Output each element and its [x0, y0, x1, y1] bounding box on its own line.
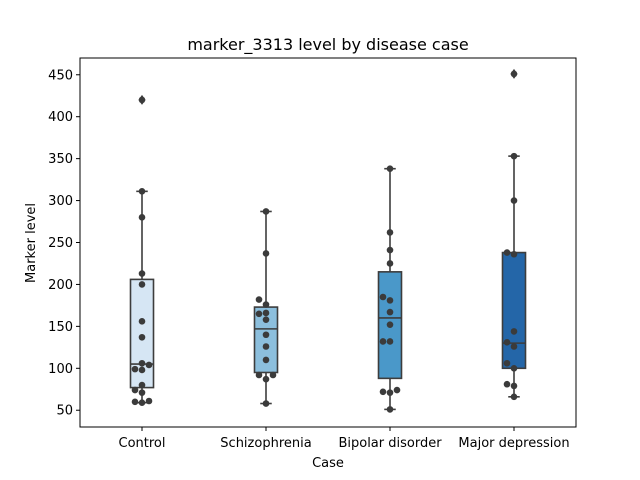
plot-area: 50 100 150 200 250 300 350 400 450 Control Schizop…	[48, 57, 577, 451]
data-point	[503, 380, 511, 388]
x-axis-label: Case	[312, 456, 344, 471]
y-tick-label: 100	[48, 362, 73, 377]
data-point	[386, 165, 394, 172]
x-tick-label: Major depression	[458, 436, 569, 451]
data-point	[138, 188, 146, 195]
data-point	[386, 297, 394, 304]
data-point	[386, 321, 394, 328]
data-point	[386, 246, 394, 254]
data-point	[379, 338, 387, 345]
data-point	[510, 70, 518, 78]
data-point	[510, 328, 518, 335]
data-point	[262, 208, 270, 215]
data-point	[138, 333, 146, 341]
data-point	[393, 386, 401, 394]
data-point	[255, 310, 263, 318]
data-point	[510, 364, 518, 372]
data-point	[262, 250, 270, 257]
y-tick-label: 150	[48, 320, 73, 335]
data-point	[262, 309, 270, 317]
data-point	[145, 397, 153, 405]
data-point	[138, 359, 146, 367]
y-tick-label: 400	[48, 110, 73, 125]
data-point	[262, 356, 270, 364]
data-point	[503, 249, 511, 256]
data-point	[255, 296, 263, 303]
data-point	[138, 399, 146, 406]
data-point	[131, 398, 139, 406]
y-tick-label: 450	[48, 68, 73, 83]
data-point	[262, 375, 270, 383]
x-tick-label: Bipolar disorder	[338, 436, 442, 451]
data-point	[503, 359, 511, 367]
data-point	[510, 382, 518, 390]
data-point	[138, 381, 146, 389]
data-point	[386, 229, 394, 236]
y-tick-label: 350	[48, 152, 73, 167]
data-point	[510, 152, 518, 160]
data-point	[255, 371, 263, 379]
axes-frame	[79, 57, 577, 428]
box-major-depression	[501, 251, 527, 370]
data-point	[386, 308, 394, 316]
y-axis-label: Marker level	[24, 203, 39, 283]
data-point	[379, 293, 387, 301]
data-point	[386, 260, 394, 267]
data-point	[138, 96, 146, 104]
data-point	[131, 365, 139, 373]
data-point	[503, 338, 511, 346]
y-tick-label: 250	[48, 236, 73, 251]
chart-title: marker_3313 level by disease case	[187, 35, 468, 55]
data-point	[262, 400, 270, 407]
data-point	[131, 386, 139, 394]
data-point	[138, 389, 146, 396]
data-point	[138, 318, 146, 325]
data-point	[262, 331, 270, 339]
data-point	[138, 270, 146, 277]
data-point	[379, 388, 387, 396]
data-point	[145, 361, 153, 369]
data-point	[138, 281, 146, 288]
data-point	[510, 197, 518, 204]
data-point	[510, 250, 518, 258]
data-point	[386, 389, 394, 396]
y-tick-label: 200	[48, 278, 73, 293]
data-point	[138, 214, 146, 221]
y-tick-label: 300	[48, 194, 73, 209]
data-point	[262, 316, 270, 323]
data-point	[386, 406, 394, 413]
data-point	[269, 371, 277, 379]
data-point	[386, 338, 394, 345]
data-point	[138, 366, 146, 374]
data-point	[262, 343, 270, 350]
x-tick-label: Schizophrenia	[220, 436, 311, 451]
data-point	[510, 343, 518, 350]
x-tick-label: Control	[119, 436, 166, 451]
y-tick-label: 50	[56, 404, 73, 419]
data-point	[262, 301, 270, 308]
data-point	[510, 393, 518, 401]
